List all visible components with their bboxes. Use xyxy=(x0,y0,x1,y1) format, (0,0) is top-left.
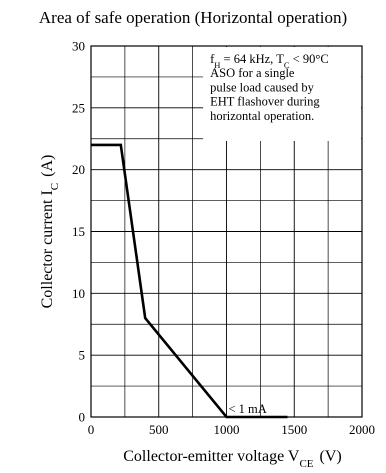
x-tick-label: 500 xyxy=(149,422,169,437)
leakage-label: < 1 mA xyxy=(229,402,267,416)
x-tick-label: 1000 xyxy=(214,422,240,437)
annotation-box xyxy=(203,47,361,141)
y-tick-label: 5 xyxy=(79,348,86,363)
y-tick-label: 0 xyxy=(79,410,86,425)
annotation-line: EHT flashover during xyxy=(210,95,320,109)
x-axis-label: Collector-emitter voltage VCE (V) xyxy=(123,448,342,470)
y-tick-label: 10 xyxy=(72,286,85,301)
x-tick-label: 1500 xyxy=(281,422,307,437)
x-tick-label: 2000 xyxy=(349,422,375,437)
annotation-line: horizontal operation. xyxy=(210,109,314,123)
annotation-line: ASO for a single xyxy=(210,66,295,80)
annotation-line: fH = 64 kHz, TC < 90°C xyxy=(210,52,329,70)
y-tick-label: 15 xyxy=(72,224,85,239)
y-axis-label: Collector current IC(A) xyxy=(39,155,61,309)
x-tick-label: 0 xyxy=(88,422,95,437)
aso-curve xyxy=(91,143,288,419)
annotation-line: pulse load caused by xyxy=(210,80,315,94)
y-tick-label: 30 xyxy=(72,39,85,54)
y-tick-label: 20 xyxy=(72,162,85,177)
y-tick-label: 25 xyxy=(72,100,85,115)
chart-title: Area of safe operation (Horizontal opera… xyxy=(38,8,348,27)
